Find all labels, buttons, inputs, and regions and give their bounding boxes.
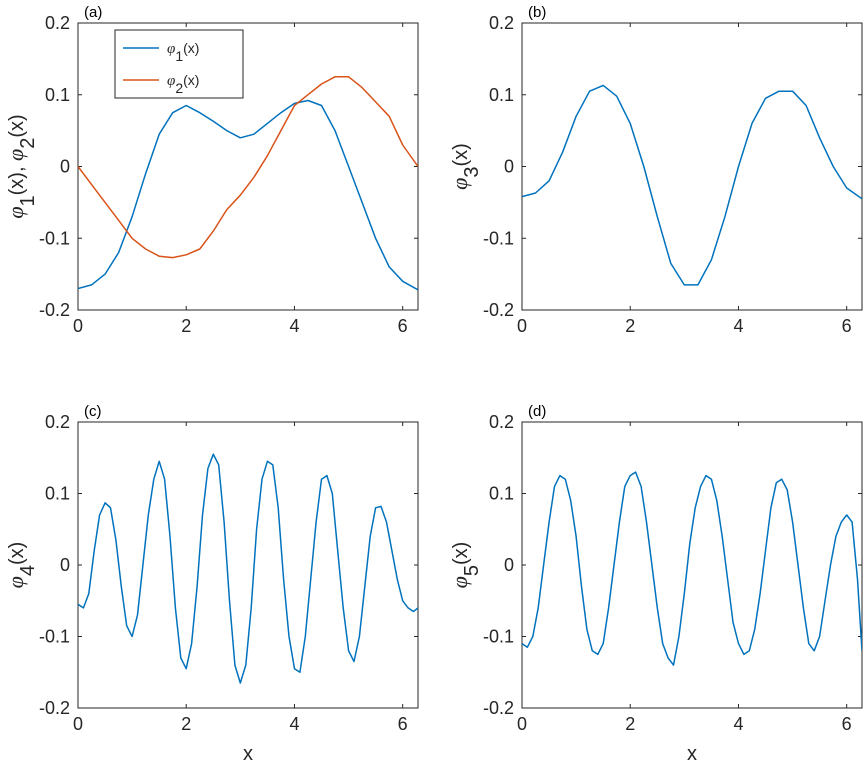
panel-d: -0.2 -0.1 0 0.1 0.2 0 2 4 6 (d) φ5(x) x — [447, 403, 863, 764]
y-tick-label: 0.1 — [45, 484, 70, 504]
y-tick-label: 0.1 — [45, 85, 70, 105]
axis-frame — [521, 421, 863, 709]
axis-frame — [521, 22, 863, 311]
y-axis-label: φ3(x) — [447, 143, 483, 190]
x-tick-label: 0 — [517, 714, 527, 734]
y-tick-label: 0.2 — [489, 412, 514, 432]
panel-tag: (b) — [528, 4, 546, 21]
legend-label: φ2(x) — [167, 72, 199, 96]
y-axis-label: φ5(x) — [447, 542, 483, 589]
series-line-1 — [78, 453, 418, 684]
y-tick-label: 0.1 — [489, 484, 514, 504]
y-tick-label: -0.1 — [483, 228, 514, 248]
x-tick-label: 6 — [398, 714, 408, 734]
x-tick-label: 4 — [289, 714, 299, 734]
x-tick-label: 6 — [842, 316, 852, 336]
y-tick-label: 0.2 — [45, 13, 70, 33]
panel-tag: (a) — [84, 4, 102, 21]
y-tick-label: -0.2 — [483, 698, 514, 718]
panel-tag: (c) — [84, 403, 102, 420]
panel-c: -0.2 -0.1 0 0.1 0.2 0 2 4 6 (c) φ4(x) x — [3, 403, 419, 764]
x-tick-label: 2 — [625, 316, 635, 336]
panel-tag: (d) — [528, 403, 546, 420]
y-tick-label: 0 — [504, 555, 514, 575]
panel-a: -0.2-0.100.10.20 2 4 6(a)φ1(x), φ2(x)φ1(x)φ… — [3, 4, 419, 336]
y-tick-label: 0 — [504, 157, 514, 177]
x-tick-label: 4 — [289, 316, 299, 336]
x-tick-label: 2 — [625, 714, 635, 734]
series-line-1 — [522, 84, 862, 286]
x-tick-label: 2 — [181, 714, 191, 734]
x-tick-label: 4 — [733, 714, 743, 734]
y-tick-label: -0.1 — [39, 627, 70, 647]
series-line-1 — [522, 471, 862, 666]
x-axis-label: x — [687, 743, 697, 764]
y-tick-label: 0.2 — [489, 13, 514, 33]
series-line-1 — [78, 99, 418, 291]
legend-box — [114, 29, 244, 99]
legend-label: φ1(x) — [167, 40, 199, 64]
y-tick-label: -0.2 — [39, 698, 70, 718]
y-tick-label: -0.2 — [39, 300, 70, 320]
x-axis-label: x — [243, 743, 253, 764]
legend: φ1(x) φ2(x) — [114, 29, 244, 99]
y-tick-label: 0 — [60, 157, 70, 177]
y-axis-label: φ4(x) — [3, 542, 39, 589]
y-tick-label: 0 — [60, 555, 70, 575]
y-axis-label: φ1(x), φ2(x) — [3, 114, 39, 218]
x-tick-label: 6 — [842, 714, 852, 734]
y-tick-label: 0.1 — [489, 85, 514, 105]
x-tick-label: 4 — [733, 316, 743, 336]
x-tick-label: 6 — [398, 316, 408, 336]
x-tick-label: 0 — [73, 714, 83, 734]
y-tick-label: 0.2 — [45, 412, 70, 432]
y-tick-label: -0.2 — [483, 300, 514, 320]
y-tick-label: -0.1 — [483, 627, 514, 647]
x-tick-label: 0 — [517, 316, 527, 336]
x-tick-label: 0 — [73, 316, 83, 336]
series-line-2 — [78, 76, 418, 259]
y-tick-label: -0.1 — [39, 228, 70, 248]
panel-b: -0.2 -0.1 0 0.1 0.2 0 2 4 6 (b) φ3(x) — [447, 4, 863, 336]
x-tick-label: 2 — [181, 316, 191, 336]
